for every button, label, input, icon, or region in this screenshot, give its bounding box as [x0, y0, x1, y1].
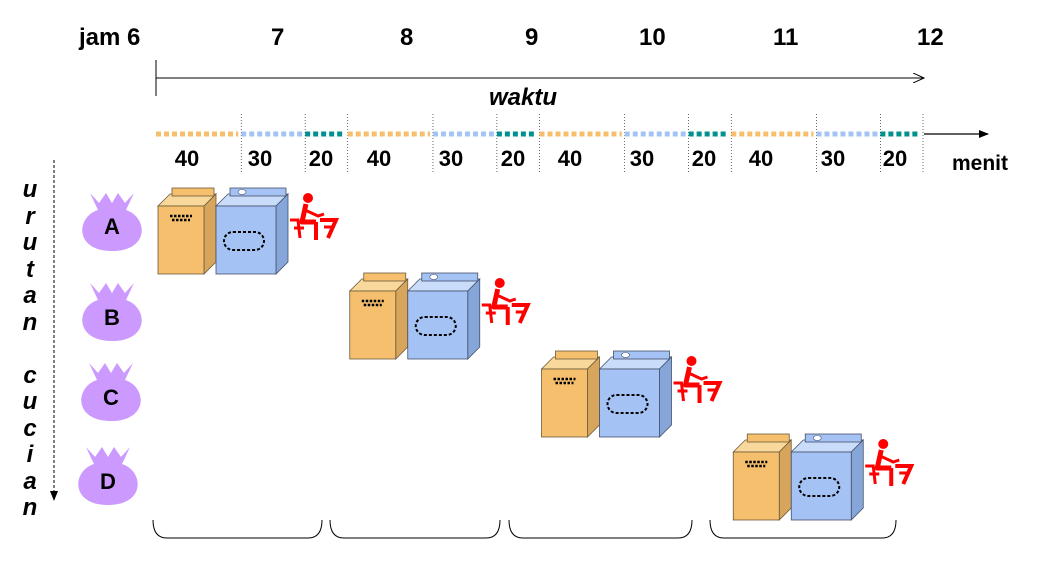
hour-label-10: 10 [639, 24, 666, 51]
hour-label-11: 11 [773, 24, 799, 51]
vertical-letter: i [26, 441, 34, 468]
duration-label: 30 [629, 146, 655, 171]
washer-icon [156, 186, 218, 276]
folding-person-icon [290, 193, 336, 240]
hour-label-7: 7 [271, 24, 285, 51]
hour-label-6: jam 6 [79, 24, 141, 51]
load-label-d: D [100, 469, 116, 494]
laundry-order-label: u r u t a n c u c i a n [18, 176, 42, 522]
folding-person-icon [482, 278, 528, 325]
load-label-c: C [103, 385, 119, 410]
washer-icon [732, 432, 793, 522]
load-row-a [82, 186, 336, 276]
duration-label: 30 [820, 146, 846, 171]
duration-label: 30 [247, 146, 273, 171]
cycle-brace [709, 519, 897, 539]
vertical-letter: t [26, 255, 34, 283]
duration-label: 20 [691, 146, 717, 171]
stage-segments [156, 114, 924, 172]
duration-label: 40 [557, 146, 583, 171]
phase-braces [152, 519, 897, 539]
vertical-letter: u [22, 176, 38, 203]
duration-label: 40 [748, 146, 774, 171]
dryer-icon [790, 433, 865, 521]
load-label-b: B [104, 305, 120, 330]
load-row-d [78, 432, 911, 522]
load-row-b [82, 271, 528, 361]
cycle-brace [152, 519, 323, 539]
vertical-letter: n [22, 494, 38, 521]
duration-label: 20 [882, 146, 908, 171]
duration-label: 30 [438, 146, 464, 171]
cycle-brace [329, 519, 501, 539]
vertical-letter: n [22, 308, 38, 336]
minutes-unit-label: menit [952, 152, 1009, 175]
hour-label-12: 12 [917, 24, 944, 51]
load-row-c [81, 349, 720, 439]
vertical-letter: c [23, 414, 37, 442]
hour-label-9: 9 [525, 24, 539, 51]
washer-icon [540, 349, 601, 439]
folding-person-icon [865, 439, 911, 486]
dryer-icon [598, 350, 673, 438]
duration-label: 40 [174, 146, 200, 171]
duration-label: 40 [366, 146, 392, 171]
vertical-letter: r [25, 202, 35, 230]
load-label-a: A [104, 214, 120, 239]
vertical-letter: a [23, 467, 37, 495]
dryer-icon [215, 187, 289, 275]
duration-label: 20 [308, 146, 334, 171]
folding-person-icon [674, 356, 720, 403]
vertical-letter: u [22, 388, 38, 415]
duration-label: 20 [500, 146, 526, 171]
vertical-letter: c [23, 361, 37, 389]
vertical-letter: a [23, 282, 37, 309]
washer-icon [348, 271, 409, 361]
dryer-icon [406, 272, 481, 360]
cycle-brace [508, 519, 693, 539]
hour-label-8: 8 [400, 24, 414, 51]
vertical-letter: u [22, 229, 38, 256]
load-rows [78, 186, 911, 522]
time-axis-title: waktu [489, 84, 558, 111]
